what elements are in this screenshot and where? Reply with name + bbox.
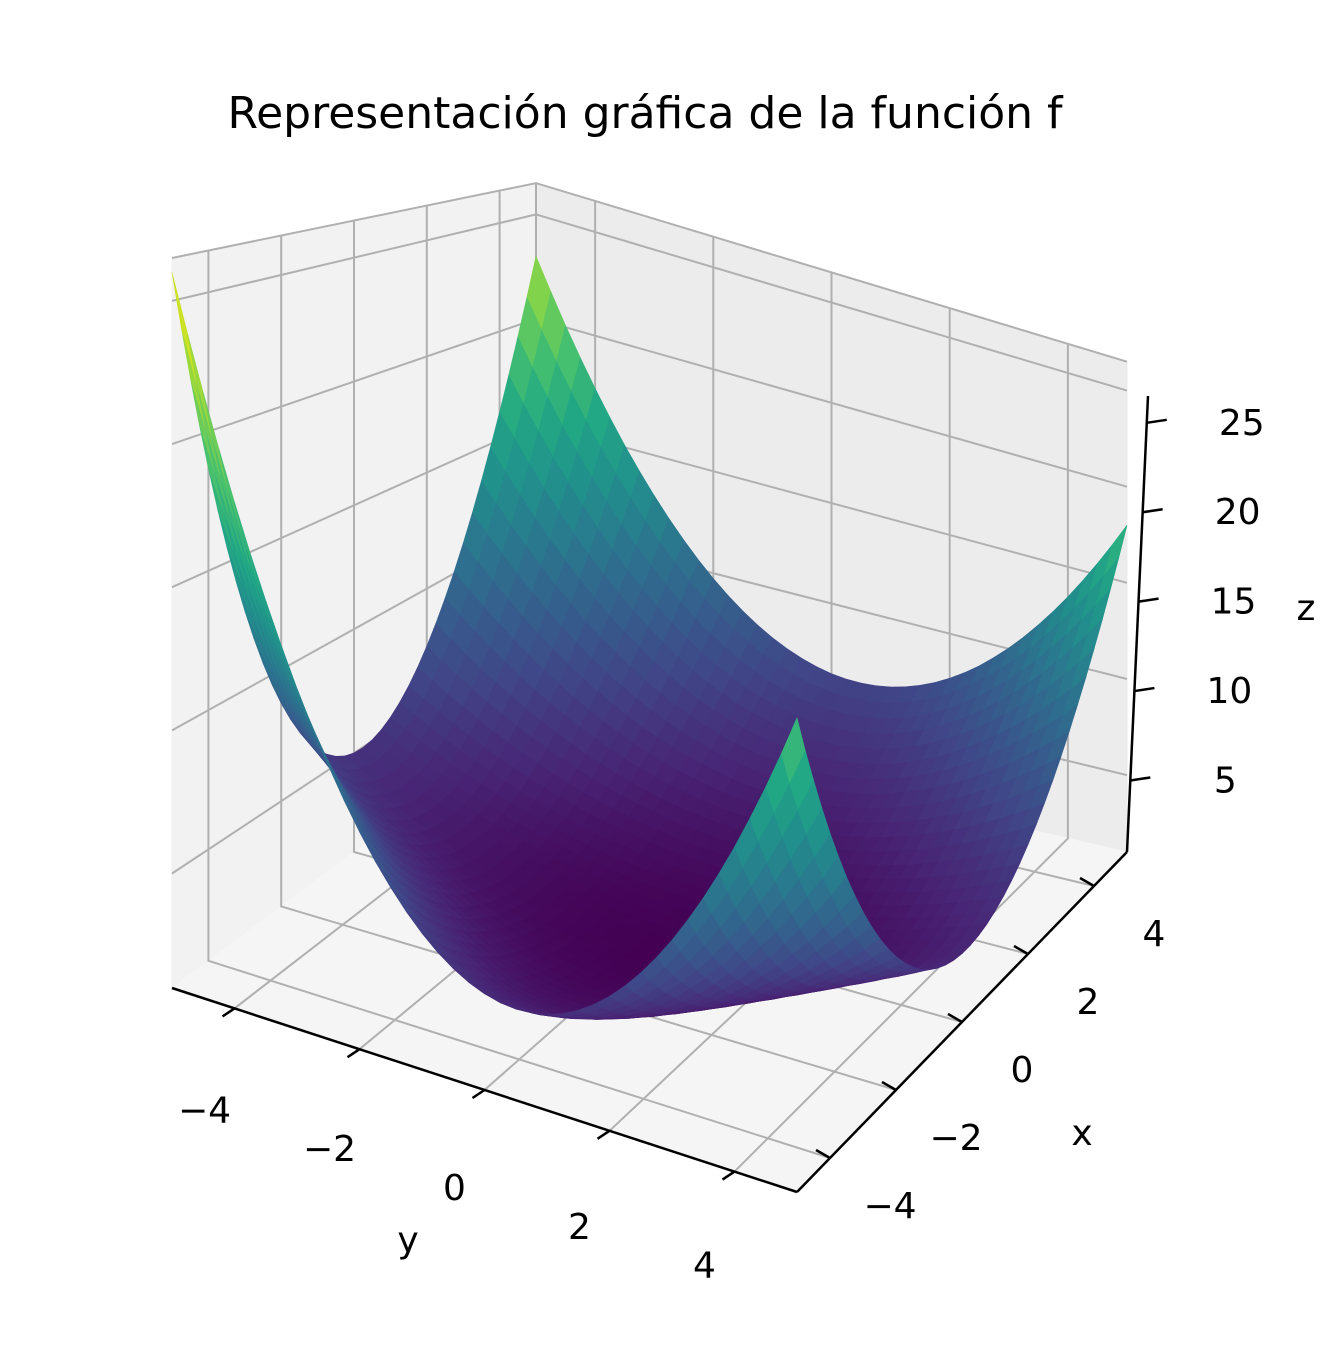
y-tick-label: 4 [693, 1246, 716, 1287]
x-tick [1013, 944, 1029, 956]
y-tick-label: −4 [178, 1090, 231, 1131]
grid-line-x [280, 235, 897, 1091]
surface-patch [781, 716, 806, 784]
x-tick-label: 4 [1143, 914, 1166, 955]
y-tick-label: 0 [443, 1168, 466, 1209]
y-tick [471, 1088, 486, 1100]
grid-lines [171, 182, 1128, 1173]
x-tick [1079, 876, 1095, 888]
z-tick [1146, 418, 1167, 425]
z-tick-label: 25 [1219, 403, 1265, 444]
z-tick [1138, 597, 1159, 603]
y-tick-label: −2 [303, 1129, 356, 1170]
z-axis-line [1125, 395, 1150, 853]
x-tick [947, 1012, 963, 1024]
x-axis-label: x [1071, 1113, 1092, 1154]
y-tick [221, 1007, 236, 1018]
surface-mesh [171, 255, 1128, 1020]
z-tick-label: 10 [1206, 671, 1252, 712]
y-tick [721, 1170, 736, 1181]
z-tick [1134, 686, 1155, 693]
z-tick [1130, 776, 1151, 782]
y-tick [346, 1048, 361, 1059]
y-tick [596, 1129, 611, 1140]
x-tick-label: 2 [1077, 982, 1100, 1023]
y-axis-label: y [397, 1220, 418, 1261]
grid-line-y [733, 343, 1069, 1173]
y-tick-label: 2 [568, 1207, 591, 1248]
z-tick-label: 5 [1214, 761, 1237, 802]
z-tick [1142, 507, 1163, 514]
axis-ticks: −4 −2 0 2 4 −4 −2 0 2 4 5 10 15 20 25 [178, 403, 1265, 1287]
x-tick [815, 1148, 831, 1160]
x-tick-label: 0 [1011, 1050, 1034, 1091]
x-tick [881, 1080, 897, 1092]
chart-title: Representación gráfica de la función f [227, 88, 1064, 139]
x-tick-label: −2 [929, 1118, 982, 1159]
grid-line-x [207, 250, 831, 1159]
x-tick-label: −4 [863, 1186, 916, 1227]
z-axis-label: z [1297, 588, 1316, 629]
z-tick-label: 15 [1211, 582, 1257, 623]
z-tick-label: 20 [1215, 492, 1261, 533]
